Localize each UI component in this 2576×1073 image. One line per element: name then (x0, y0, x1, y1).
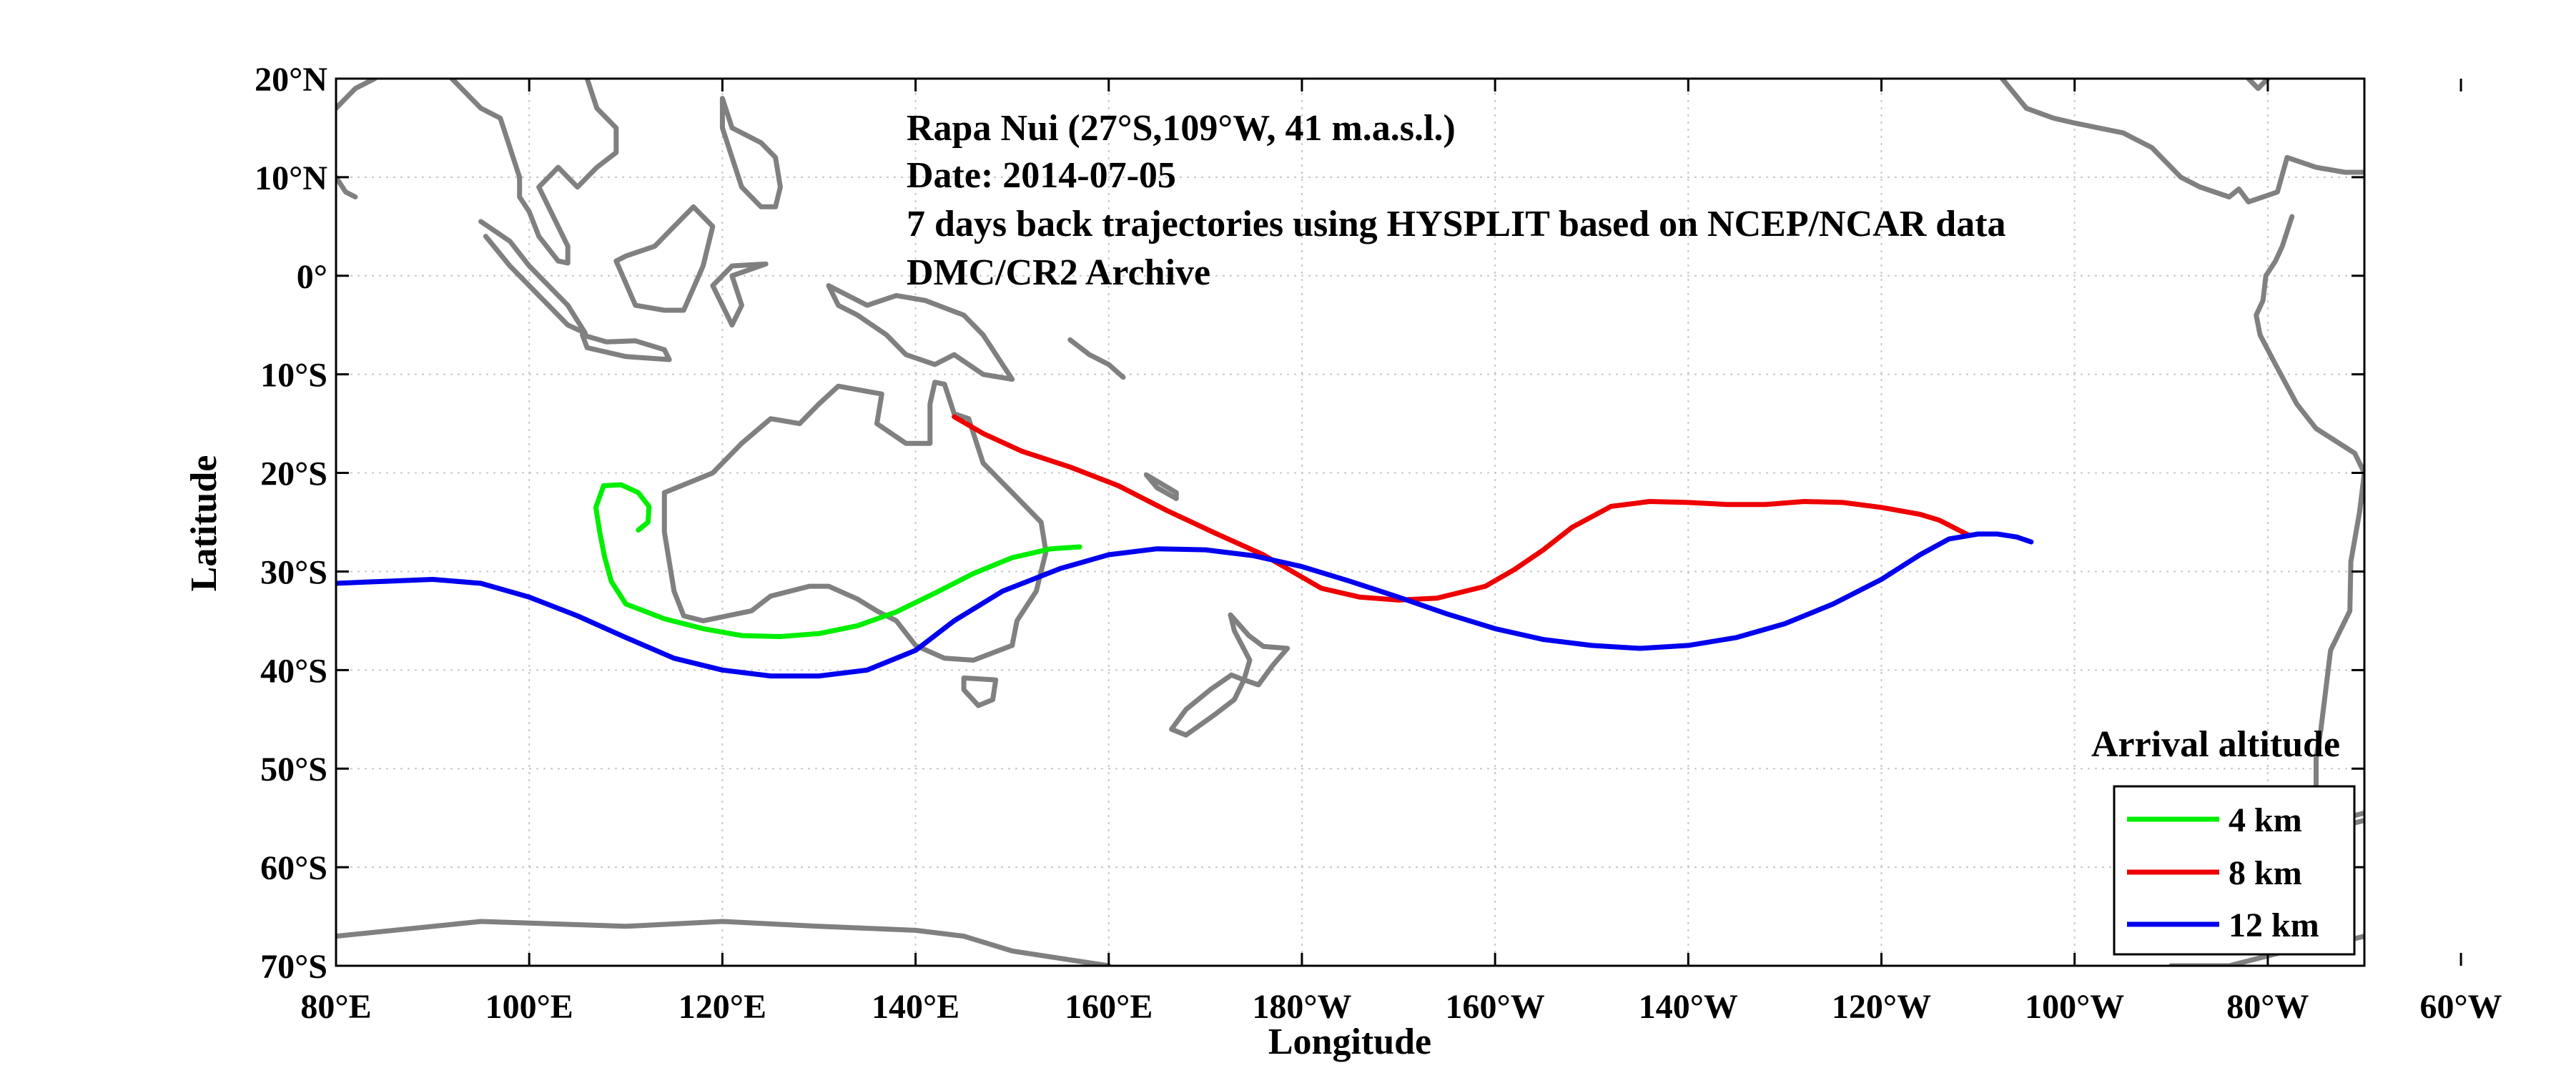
legend-label-8km: 8 km (2229, 854, 2302, 892)
y-tick-label: 20°S (260, 455, 327, 493)
legend-label-12km: 12 km (2229, 906, 2319, 944)
annotation-date: Date: 2014-07-05 (907, 155, 1176, 196)
x-tick-label: 160°E (1065, 988, 1153, 1026)
trajectory-12km (336, 531, 2034, 679)
x-tick-label: 80°W (2226, 988, 2309, 1026)
legend-title: Arrival altitude (2091, 724, 2340, 765)
y-tick-label: 70°S (260, 948, 327, 986)
coastline-segment (449, 79, 619, 266)
x-tick-label: 160°W (1446, 988, 1545, 1026)
x-tick-label: 120°W (1832, 988, 1931, 1026)
y-tick-label: 50°S (260, 751, 327, 788)
x-tick-labels: 80°E 100°E 120°E 140°E 160°E 180°W 160°W 140°W 1… (300, 988, 2502, 1026)
coastline-segment (961, 675, 999, 708)
x-tick-label: 60°W (2419, 988, 2502, 1026)
coastline-segment (336, 919, 1112, 966)
legend-label-4km: 4 km (2229, 801, 2302, 839)
coastline-segment (1999, 79, 2364, 821)
coastline-segment (2246, 79, 2271, 92)
annotation-method: 7 days back trajectories using HYSPLIT b… (907, 204, 2006, 244)
y-axis-title: Latitude (184, 455, 224, 592)
coastline-segment (1169, 672, 1247, 738)
x-tick-label: 100°E (485, 988, 573, 1026)
coastline-segment (1067, 337, 1126, 380)
y-tick-labels: 20°N 10°N 0° 10°S 20°S 30°S 40°S 50°S 60°S 70°S (255, 61, 327, 986)
y-tick-label: 40°S (260, 652, 327, 690)
y-tick-label: 60°S (260, 849, 327, 887)
coastline-segment (1143, 472, 1179, 501)
x-tick-label: 140°W (1639, 988, 1738, 1026)
tick-marks (335, 77, 2462, 967)
y-tick-label: 0° (297, 258, 327, 296)
annotation-station: Rapa Nui (27°S,109°W, 41 m.a.s.l.) (907, 108, 1456, 149)
coastline-segment (661, 380, 1049, 663)
coastline-segment (826, 283, 1015, 382)
trajectories (336, 414, 2034, 679)
x-tick-label: 80°E (300, 988, 371, 1026)
coastline-segment (710, 261, 769, 328)
trajectory-4km (593, 482, 1082, 639)
plot-frame (335, 77, 2366, 967)
x-tick-label: 180°W (1252, 988, 1351, 1026)
y-tick-label: 30°S (260, 553, 327, 591)
x-tick-label: 140°E (872, 988, 959, 1026)
x-axis-title: Longitude (1268, 1022, 1431, 1062)
coastline-segment (478, 219, 588, 336)
coastline-segment (580, 332, 672, 362)
y-tick-label: 10°N (255, 159, 327, 197)
coastline-segment (719, 96, 783, 209)
x-tick-label: 120°E (678, 988, 766, 1026)
grid-lines (336, 79, 2364, 966)
coastline-segment (336, 174, 358, 199)
coastline-segment (613, 204, 716, 313)
y-tick-label: 20°N (255, 61, 327, 99)
x-tick-label: 100°W (2025, 988, 2124, 1026)
annotation-block: Rapa Nui (27°S,109°W, 41 m.a.s.l.) Date:… (907, 108, 2006, 293)
y-tick-label: 10°S (260, 357, 327, 395)
trajectory-8km (952, 414, 1971, 603)
legend: Arrival altitude 4 km 8 km 12 km (2091, 724, 2356, 956)
coastline-segment (336, 79, 377, 111)
coastline-segment (1228, 612, 1291, 688)
annotation-archive: DMC/CR2 Archive (907, 252, 1210, 293)
